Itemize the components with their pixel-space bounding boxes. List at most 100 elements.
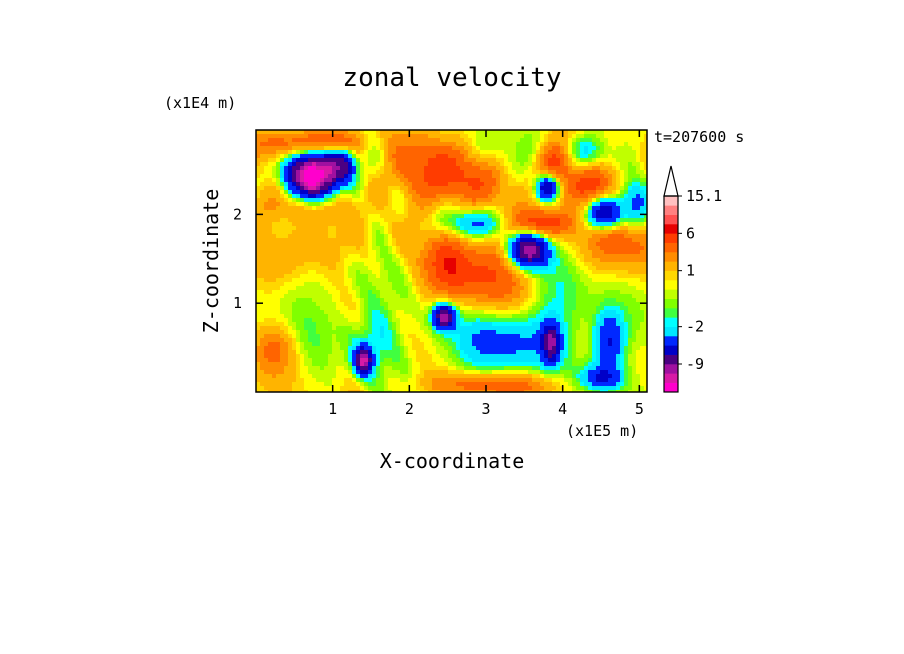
field-cell xyxy=(388,190,393,195)
field-cell xyxy=(520,202,525,207)
field-cell xyxy=(564,290,569,295)
field-cell xyxy=(264,186,269,191)
field-cell xyxy=(312,270,317,275)
field-cell xyxy=(272,202,277,207)
field-cell xyxy=(588,218,593,223)
field-cell xyxy=(384,178,389,183)
field-cell xyxy=(352,166,357,171)
field-cell xyxy=(304,142,309,147)
field-cell xyxy=(264,146,269,151)
field-cell xyxy=(644,266,647,271)
field-cell xyxy=(264,162,269,167)
field-cell xyxy=(604,302,609,307)
field-cell xyxy=(328,298,333,303)
field-cell xyxy=(476,174,481,179)
field-cell xyxy=(312,242,317,247)
field-cell xyxy=(572,286,577,291)
field-cell xyxy=(476,194,481,199)
field-cell xyxy=(488,162,493,167)
field-cell xyxy=(484,286,489,291)
field-cell xyxy=(460,314,465,319)
field-cell xyxy=(424,242,429,247)
field-cell xyxy=(340,190,345,195)
field-cell xyxy=(352,318,357,323)
field-cell xyxy=(344,170,349,175)
field-cell xyxy=(520,138,525,143)
field-cell xyxy=(448,158,453,163)
field-cell xyxy=(588,134,593,139)
field-cell xyxy=(572,138,577,143)
field-cell xyxy=(360,146,365,151)
field-cell xyxy=(516,330,521,335)
field-cell xyxy=(440,290,445,295)
field-cell xyxy=(616,302,621,307)
field-cell xyxy=(544,174,549,179)
field-cell xyxy=(408,218,413,223)
field-cell xyxy=(468,306,473,311)
field-cell xyxy=(440,166,445,171)
field-cell xyxy=(268,262,273,267)
field-cell xyxy=(448,146,453,151)
field-cell xyxy=(288,246,293,251)
field-cell xyxy=(432,314,437,319)
field-cell xyxy=(600,262,605,267)
field-cell xyxy=(328,242,333,247)
field-cell xyxy=(572,310,577,315)
field-cell xyxy=(548,214,553,219)
field-cell xyxy=(476,246,481,251)
field-cell xyxy=(324,130,329,135)
field-cell xyxy=(280,294,285,299)
field-cell xyxy=(544,298,549,303)
field-cell xyxy=(492,246,497,251)
field-cell xyxy=(300,134,305,139)
field-cell xyxy=(340,242,345,247)
field-cell xyxy=(376,214,381,219)
field-cell xyxy=(308,230,313,235)
field-cell xyxy=(408,318,413,323)
field-cell xyxy=(364,274,369,279)
field-cell xyxy=(472,322,477,327)
field-cell xyxy=(288,142,293,147)
field-cell xyxy=(388,198,393,203)
field-cell xyxy=(316,174,321,179)
field-cell xyxy=(576,274,581,279)
field-cell xyxy=(472,254,477,259)
field-cell xyxy=(388,134,393,139)
field-cell xyxy=(620,318,625,323)
field-cell xyxy=(460,142,465,147)
field-cell xyxy=(276,330,281,335)
field-cell xyxy=(620,282,625,287)
field-cell xyxy=(448,330,453,335)
field-cell xyxy=(328,238,333,243)
field-cell xyxy=(444,330,449,335)
field-cell xyxy=(624,130,629,135)
field-cell xyxy=(260,198,265,203)
field-cell xyxy=(384,182,389,187)
field-cell xyxy=(484,170,489,175)
field-cell xyxy=(536,234,541,239)
field-cell xyxy=(392,138,397,143)
field-cell xyxy=(272,178,277,183)
field-cell xyxy=(520,302,525,307)
field-cell xyxy=(560,294,565,299)
field-cell xyxy=(640,170,645,175)
field-cell xyxy=(508,138,513,143)
field-cell xyxy=(496,142,501,147)
field-cell xyxy=(376,186,381,191)
field-cell xyxy=(576,194,581,199)
field-cell xyxy=(576,222,581,227)
field-cell xyxy=(432,218,437,223)
field-cell xyxy=(436,154,441,159)
field-cell xyxy=(456,246,461,251)
field-cell xyxy=(428,294,433,299)
field-cell xyxy=(500,270,505,275)
field-cell xyxy=(524,186,529,191)
field-cell xyxy=(536,178,541,183)
field-cell xyxy=(460,302,465,307)
field-cell xyxy=(256,214,261,219)
field-cell xyxy=(320,158,325,163)
field-cell xyxy=(616,214,621,219)
field-cell xyxy=(420,326,425,331)
field-cell xyxy=(580,282,585,287)
field-cell xyxy=(460,158,465,163)
